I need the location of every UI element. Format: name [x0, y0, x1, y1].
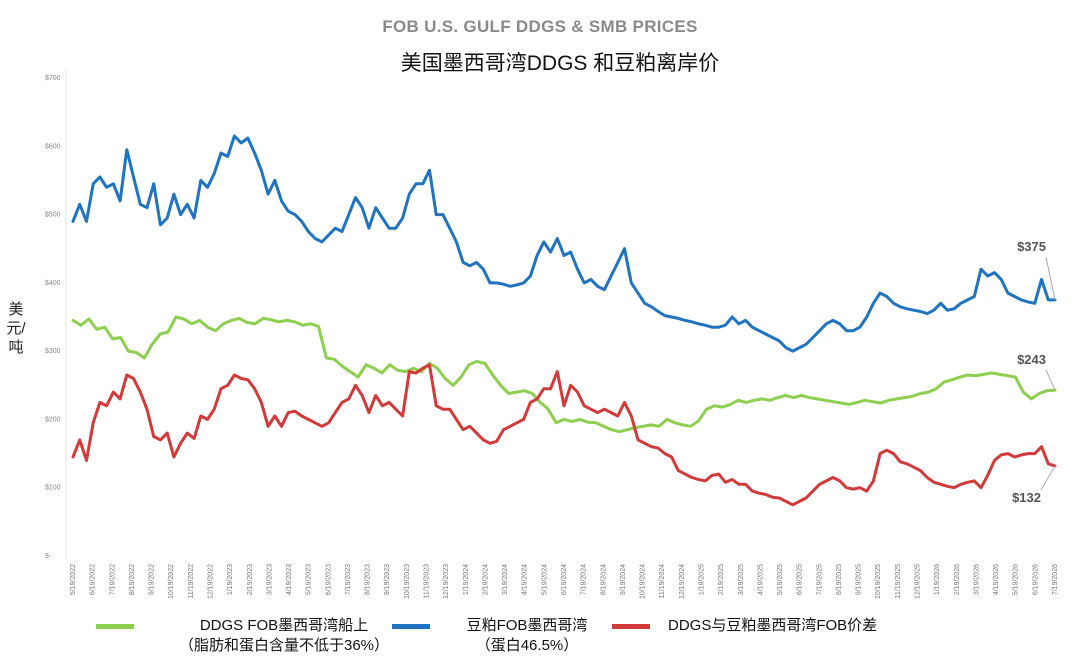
- x-tick-label: 11/19/2023: [424, 564, 431, 599]
- x-tick-label: 11/19/2022: [188, 564, 195, 599]
- end-label: $132: [1012, 490, 1041, 505]
- x-tick-label: 9/19/2023: [384, 564, 391, 595]
- x-tick-label: 9/19/2024: [620, 564, 627, 595]
- y-axis-label: 美元/吨: [6, 301, 26, 356]
- end-label-leader: [1040, 465, 1056, 491]
- x-tick-label: 1/19/2023: [227, 564, 234, 595]
- chart-subtitle: 美国墨西哥湾DDGS 和豆粕离岸价: [362, 44, 758, 84]
- x-tick-label: 7/19/2024: [581, 564, 588, 595]
- x-tick-label: 6/19/2024: [561, 564, 568, 595]
- x-tick-label: 4/19/2025: [757, 564, 764, 595]
- x-tick-label: 3/19/2026: [973, 564, 980, 595]
- x-tick-label: 10/19/2024: [640, 564, 647, 599]
- legend-label-ddgs: DDGS FOB墨西哥湾船上 （脂肪和蛋白含量不低于36%）: [144, 616, 424, 656]
- y-tick-label: $400: [45, 280, 61, 287]
- x-tick-label: 7/19/2025: [816, 564, 823, 595]
- chart-title: FOB U.S. GULF DDGS & SMB PRICES: [382, 17, 698, 36]
- x-tick-label: 4/19/2023: [286, 564, 293, 595]
- x-tick-label: 7/19/2026: [1052, 564, 1059, 595]
- x-tick-label: 5/19/2026: [1013, 564, 1020, 595]
- x-tick-label: 3/19/2024: [502, 564, 509, 595]
- legend-label-smb-line2: （蛋白46.5%）: [475, 637, 579, 654]
- x-tick-label: 6/19/2026: [1032, 564, 1039, 595]
- x-tick-label: 11/19/2025: [895, 564, 902, 599]
- x-tick-label: 3/19/2023: [266, 564, 273, 595]
- x-tick-label: 6/19/2023: [325, 564, 332, 595]
- series-line-1: [71, 134, 1057, 353]
- x-tick-label: 9/19/2025: [856, 564, 863, 595]
- legend-label-spread: DDGS与豆粕墨西哥湾FOB价差: [668, 616, 908, 636]
- legend-label-smb-line1: 豆粕FOB墨西哥湾: [466, 617, 588, 634]
- x-tick-label: 11/19/2024: [659, 564, 666, 599]
- series-line-0: [71, 315, 1057, 434]
- x-tick-label: 2/19/2026: [954, 564, 961, 595]
- x-tick-label: 9/19/2022: [149, 564, 156, 595]
- x-tick-label: 5/19/2024: [541, 564, 548, 595]
- x-tick-label: 7/19/2023: [345, 564, 352, 595]
- end-label: $375: [1017, 239, 1046, 254]
- y-tick-label: $100: [45, 485, 61, 492]
- legend-label-ddgs-line2: （脂肪和蛋白含量不低于36%）: [178, 637, 390, 654]
- legend-label-spread-line1: DDGS与豆粕墨西哥湾FOB价差: [668, 617, 878, 634]
- x-tick-label: 10/19/2025: [875, 564, 882, 599]
- legend-label-ddgs-line1: DDGS FOB墨西哥湾船上: [199, 617, 369, 634]
- x-tick-label: 8/19/2024: [600, 564, 607, 595]
- x-tick-label: 10/19/2023: [404, 564, 411, 599]
- legend-swatch-ddgs: [96, 624, 134, 629]
- x-tick-label: 5/19/2022: [70, 564, 77, 595]
- x-tick-label: 12/19/2025: [915, 564, 922, 599]
- legend-swatch-smb: [392, 624, 430, 629]
- y-tick-label: $200: [45, 416, 61, 423]
- x-tick-label: 5/19/2023: [306, 564, 313, 595]
- x-tick-label: 7/19/2022: [109, 564, 116, 595]
- x-tick-label: 8/19/2025: [836, 564, 843, 595]
- legend-label-smb: 豆粕FOB墨西哥湾 （蛋白46.5%）: [452, 616, 602, 656]
- x-tick-label: 5/19/2025: [777, 564, 784, 595]
- x-tick-label: 12/19/2023: [443, 564, 450, 599]
- x-tick-label: 1/19/2024: [463, 564, 470, 595]
- x-tick-label: 2/19/2025: [718, 564, 725, 595]
- legend-swatch-spread: [612, 624, 650, 629]
- x-tick-label: 8/19/2023: [365, 564, 372, 595]
- y-tick-label: $500: [45, 212, 61, 219]
- y-tick-label: $700: [45, 75, 61, 82]
- x-tick-label: 6/19/2025: [797, 564, 804, 595]
- y-tick-label: $300: [45, 348, 61, 355]
- x-tick-label: 2/19/2023: [247, 564, 254, 595]
- x-tick-label: 4/19/2026: [993, 564, 1000, 595]
- x-tick-label: 4/19/2024: [522, 564, 529, 595]
- end-label-leader: [1045, 256, 1056, 301]
- x-tick-label: 3/19/2025: [738, 564, 745, 595]
- end-label: $243: [1017, 352, 1046, 367]
- x-tick-label: 10/19/2022: [168, 564, 175, 599]
- y-tick-label: $600: [45, 143, 61, 150]
- legend: DDGS FOB墨西哥湾船上 （脂肪和蛋白含量不低于36%） 豆粕FOB墨西哥湾…: [0, 616, 1080, 666]
- x-tick-label: 6/19/2022: [90, 564, 97, 595]
- x-tick-label: 12/19/2022: [207, 564, 214, 599]
- x-tick-label: 1/19/2025: [698, 564, 705, 595]
- series-line-2: [71, 363, 1057, 507]
- y-tick-label: $-: [45, 553, 52, 560]
- x-tick-label: 2/19/2024: [482, 564, 489, 595]
- end-label-leader: [1045, 369, 1056, 391]
- x-tick-label: 8/19/2022: [129, 564, 136, 595]
- x-tick-label: 1/19/2026: [934, 564, 941, 595]
- x-tick-label: 12/19/2024: [679, 564, 686, 599]
